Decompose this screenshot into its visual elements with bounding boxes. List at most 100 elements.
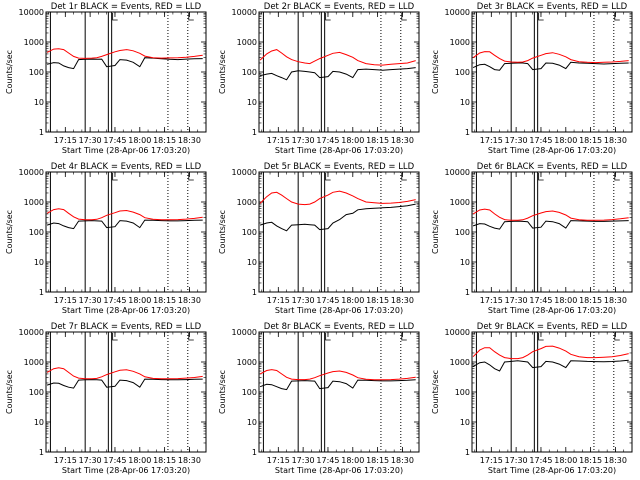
y-axis-label: Counts/sec	[5, 210, 14, 254]
x-tick-label: 18:30	[178, 296, 201, 305]
x-tick-label: 18:30	[178, 456, 201, 465]
x-tick-label: 18:00	[554, 136, 577, 145]
series-lld-line	[472, 345, 629, 360]
y-tick-label: 100	[29, 388, 44, 397]
y-tick-label: 10000	[232, 168, 257, 177]
x-tick-label: 18:30	[391, 136, 414, 145]
x-tick-label: 17:30	[505, 136, 528, 145]
x-tick-label: 17:15	[54, 296, 77, 305]
x-tick-label: 18:30	[604, 456, 627, 465]
x-tick-label: 17:30	[292, 296, 315, 305]
x-tick-label: 18:00	[554, 456, 577, 465]
flag-marker	[325, 13, 331, 21]
series-lld-line	[472, 51, 629, 64]
x-tick-label: 18:00	[341, 296, 364, 305]
y-tick-label: 10	[247, 418, 257, 427]
flag-marker	[614, 13, 620, 21]
x-tick-label: 18:15	[579, 296, 602, 305]
x-tick-label: 18:00	[128, 136, 151, 145]
x-tick-label: 17:45	[316, 136, 339, 145]
y-tick-label: 1	[39, 448, 44, 457]
y-tick-label: 10	[247, 98, 257, 107]
x-tick-label: 18:15	[579, 456, 602, 465]
x-axis-label: Start Time (28-Apr-06 17:03:20)	[275, 146, 403, 155]
x-tick-label: 17:30	[292, 136, 315, 145]
series-events-line	[472, 61, 629, 71]
plot-frame	[471, 331, 633, 453]
series-events-line	[46, 57, 203, 70]
flag-marker	[112, 333, 118, 341]
x-tick-label: 18:00	[128, 296, 151, 305]
plot-frame	[471, 171, 633, 293]
plot-frame	[258, 331, 420, 453]
panel-title: Det 7r BLACK = Events, RED = LLD	[51, 322, 202, 332]
plot-frame	[45, 171, 207, 293]
x-tick-label: 17:15	[267, 296, 290, 305]
y-tick-label: 100	[242, 68, 257, 77]
x-tick-label: 18:00	[341, 136, 364, 145]
y-tick-label: 1	[252, 128, 257, 137]
x-tick-label: 17:30	[79, 296, 102, 305]
y-tick-label: 10000	[445, 328, 470, 337]
x-tick-label: 18:00	[554, 296, 577, 305]
y-tick-label: 10	[247, 258, 257, 267]
detector-panel-5: Det 5r BLACK = Events, RED = LLD 1 10 100 10…	[218, 162, 420, 315]
x-tick-label: 18:15	[153, 456, 176, 465]
series-events-line	[472, 359, 629, 372]
y-tick-label: 10000	[19, 168, 44, 177]
x-axis-label: Start Time (28-Apr-06 17:03:20)	[275, 306, 403, 315]
x-tick-label: 17:30	[292, 456, 315, 465]
x-tick-label: 18:30	[178, 136, 201, 145]
series-lld-line	[259, 190, 416, 206]
y-tick-label: 10000	[232, 8, 257, 17]
flag-marker	[538, 13, 544, 21]
x-tick-label: 17:45	[103, 136, 126, 145]
y-tick-label: 100	[455, 228, 470, 237]
y-tick-label: 1	[252, 288, 257, 297]
x-tick-label: 17:45	[103, 456, 126, 465]
flag-marker	[188, 13, 194, 21]
y-axis-label: Counts/sec	[218, 370, 227, 414]
detector-panel-7: Det 7r BLACK = Events, RED = LLD 1 10 100 10…	[5, 322, 207, 475]
panel-title: Det 8r BLACK = Events, RED = LLD	[264, 322, 415, 332]
y-tick-label: 100	[455, 388, 470, 397]
x-axis-label: Start Time (28-Apr-06 17:03:20)	[275, 466, 403, 475]
detector-panel-8: Det 8r BLACK = Events, RED = LLD 1 10 100 10…	[218, 322, 420, 475]
x-tick-label: 17:15	[480, 456, 503, 465]
y-tick-label: 10000	[232, 328, 257, 337]
x-tick-label: 18:00	[128, 456, 151, 465]
flag-marker	[538, 173, 544, 181]
y-tick-label: 10000	[445, 168, 470, 177]
x-tick-label: 17:15	[54, 136, 77, 145]
y-axis-label: Counts/sec	[431, 50, 440, 94]
x-tick-label: 17:45	[316, 456, 339, 465]
panel-title: Det 4r BLACK = Events, RED = LLD	[51, 162, 202, 172]
y-tick-label: 1	[465, 448, 470, 457]
y-tick-label: 1000	[24, 38, 44, 47]
y-tick-label: 100	[242, 388, 257, 397]
x-tick-label: 17:30	[79, 136, 102, 145]
x-axis-label: Start Time (28-Apr-06 17:03:20)	[62, 306, 190, 315]
x-axis-label: Start Time (28-Apr-06 17:03:20)	[62, 146, 190, 155]
y-tick-label: 1	[39, 128, 44, 137]
y-tick-label: 100	[455, 68, 470, 77]
y-tick-label: 1000	[450, 38, 470, 47]
x-tick-label: 18:00	[341, 456, 364, 465]
series-events-line	[472, 220, 629, 230]
panel-title: Det 6r BLACK = Events, RED = LLD	[477, 162, 628, 172]
y-tick-label: 10	[460, 258, 470, 267]
x-tick-label: 17:15	[267, 136, 290, 145]
panel-title: Det 3r BLACK = Events, RED = LLD	[477, 2, 628, 12]
y-tick-label: 1000	[450, 358, 470, 367]
x-tick-label: 18:30	[391, 296, 414, 305]
flag-marker	[614, 173, 620, 181]
plot-frame	[45, 11, 207, 133]
x-tick-label: 17:45	[529, 296, 552, 305]
y-axis-label: Counts/sec	[218, 210, 227, 254]
y-tick-label: 1	[252, 448, 257, 457]
y-tick-label: 1000	[24, 358, 44, 367]
y-axis-label: Counts/sec	[5, 50, 14, 94]
x-tick-label: 18:15	[153, 136, 176, 145]
flag-marker	[538, 333, 544, 341]
x-tick-label: 17:15	[54, 456, 77, 465]
